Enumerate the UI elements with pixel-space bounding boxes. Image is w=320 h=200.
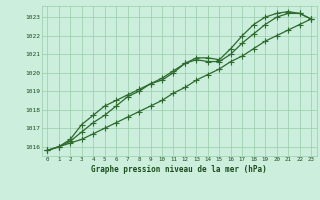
X-axis label: Graphe pression niveau de la mer (hPa): Graphe pression niveau de la mer (hPa) xyxy=(91,165,267,174)
